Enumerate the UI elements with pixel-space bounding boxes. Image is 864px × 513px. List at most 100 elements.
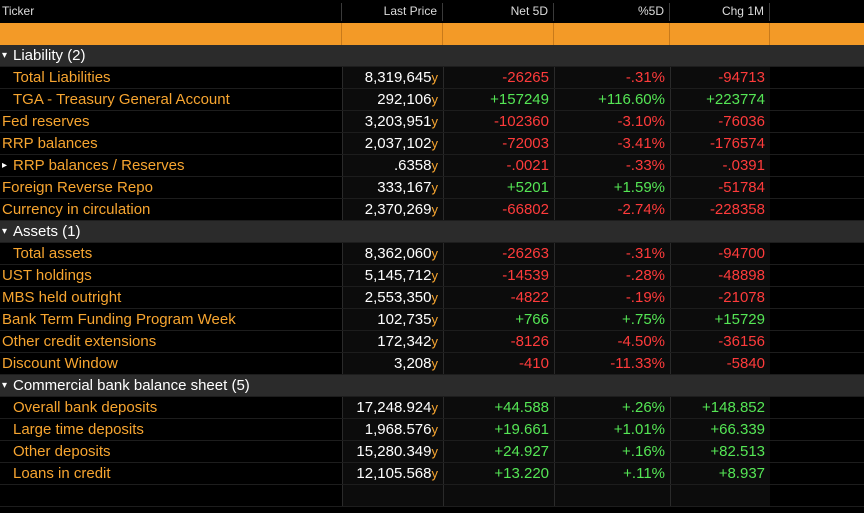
net-5d-value: -102360 [493,113,549,130]
cell-background [670,155,770,176]
last-price-value: 8,319,645 [364,69,432,86]
row-divider [0,418,864,419]
price-unit: y [431,180,439,195]
chg-1m-value: +66.339 [710,421,765,438]
chg-1m-value: -36156 [718,333,765,350]
grid-footer [0,507,864,513]
cell-background [670,463,770,484]
pct-5d-value: -.33% [625,157,665,174]
table-row[interactable]: Fed reserves 3,203,951y -102360 -3.10% -7603… [0,111,864,133]
chg-1m-value: +8.937 [718,465,765,482]
ticker-name[interactable]: Currency in circulation [2,201,151,218]
table-row[interactable]: Currency in circulation 2,370,269y -66802 -… [0,199,864,221]
column-header-net-5d[interactable]: Net 5D [510,4,548,18]
column-header-pct-5d[interactable]: %5D [637,4,664,18]
price-unit: y [431,400,439,415]
column-header-last-price[interactable]: Last Price [383,4,437,18]
ticker-name[interactable]: Overall bank deposits [13,399,158,416]
cell-background [443,177,554,198]
ticker-name[interactable]: Fed reserves [2,113,90,130]
caret-down-icon[interactable]: ▾ [2,50,8,61]
ticker-name[interactable]: Total assets [13,245,93,262]
cell-background [554,133,670,154]
cell-background [443,463,554,484]
net-5d-value: -.0021 [506,157,549,174]
row-divider [0,396,864,397]
cell-background [342,419,443,440]
ticker-name[interactable]: RRP balances [2,135,98,152]
net-5d-value: -66802 [502,201,549,218]
price-unit: y [431,246,439,261]
table-row[interactable]: Foreign Reverse Repo 333,167y +5201 +1.59% -… [0,177,864,199]
row-divider [0,308,864,309]
ticker-name[interactable]: Loans in credit [13,465,111,482]
table-row[interactable]: Bank Term Funding Program Week 102,735y +7… [0,309,864,331]
group-header-row[interactable]: ▾ Assets (1) [0,221,864,243]
cell-background [554,89,670,110]
row-divider [0,374,864,375]
group-label: Commercial bank balance sheet (5) [13,377,250,394]
last-price: .6358y [342,155,442,176]
row-divider [0,462,864,463]
cell-background [670,199,770,220]
last-price-value: 17,248.924 [356,399,432,416]
pct-5d-value: -.19% [625,289,665,306]
cell-background [443,67,554,88]
group-header-row[interactable]: ▾ Commercial bank balance sheet (5) [0,375,864,397]
cell-background [554,287,670,308]
chg-1m-value: +82.513 [710,443,765,460]
table-row[interactable]: ▸ RRP balances / Reserves .6358y -.0021 -.33… [0,155,864,177]
table-row[interactable]: Overall bank deposits 17,248.924y +44.588 +… [0,397,864,419]
table-row[interactable]: UST holdings 5,145,712y -14539 -.28% -48898 [0,265,864,287]
cell-background [670,111,770,132]
table-row[interactable]: Total assets 8,362,060y -26263 -.31% -94700 [0,243,864,265]
table-row[interactable]: Loans in credit 12,105.568y +13.220 +.11% +8… [0,463,864,485]
last-price: 292,106y [342,89,442,110]
ticker-name[interactable]: MBS held outright [2,289,122,306]
ticker-name[interactable]: Total Liabilities [13,69,111,86]
ticker-name[interactable]: UST holdings [2,267,92,284]
table-row[interactable]: TGA - Treasury General Account 292,106y +1… [0,89,864,111]
ticker-name[interactable]: Other credit extensions [2,333,157,350]
table-row[interactable]: Large time deposits 1,968.576y +19.661 +1.0… [0,419,864,441]
net-5d-value: -4822 [510,289,549,306]
row-divider [0,440,864,441]
caret-down-icon[interactable]: ▾ [2,380,8,391]
empty-cell [554,485,670,506]
chg-1m-value: -48898 [718,267,765,284]
table-row[interactable]: MBS held outright 2,553,350y -4822 -.19% -21… [0,287,864,309]
pct-5d-value: +1.01% [613,421,665,438]
cell-background [342,111,443,132]
column-header-ticker[interactable]: Ticker [2,4,35,18]
table-row[interactable]: Total Liabilities 8,319,645y -26265 -.31% -9… [0,67,864,89]
caret-right-icon[interactable]: ▸ [2,160,8,171]
ticker-name[interactable]: Foreign Reverse Repo [2,179,153,196]
net-5d-value: -26263 [502,245,549,262]
ticker-name[interactable]: Large time deposits [13,421,144,438]
ticker-name[interactable]: Discount Window [2,355,118,372]
group-header-row[interactable]: ▾ Liability (2) [0,45,864,67]
ticker-name[interactable]: Other deposits [13,443,111,460]
pct-5d-value: -.31% [625,69,665,86]
table-row[interactable]: Discount Window 3,208y -410 -11.33% -5840 [0,353,864,375]
ticker-name[interactable]: Bank Term Funding Program Week [2,311,236,328]
ticker-name[interactable]: RRP balances / Reserves [13,157,185,174]
chg-1m-value: +148.852 [702,399,765,416]
row-divider [0,198,864,199]
pct-5d-value: -.31% [625,245,665,262]
column-header-chg-1m[interactable]: Chg 1M [721,4,764,18]
row-divider [0,286,864,287]
cell-background [554,331,670,352]
table-row[interactable]: Other deposits 15,280.349y +24.927 +.16% +82… [0,441,864,463]
cell-background [670,353,770,374]
price-unit: y [431,114,439,129]
row-divider [0,330,864,331]
caret-down-icon[interactable]: ▾ [2,226,8,237]
ticker-name[interactable]: TGA - Treasury General Account [13,91,230,108]
cell-background [443,155,554,176]
last-price-value: .6358 [393,157,432,174]
table-row[interactable]: RRP balances 2,037,102y -72003 -3.41% -17657… [0,133,864,155]
filter-bar[interactable] [0,23,864,45]
table-row[interactable]: Other credit extensions 172,342y -8126 -4.5… [0,331,864,353]
last-price-value: 333,167 [377,179,432,196]
